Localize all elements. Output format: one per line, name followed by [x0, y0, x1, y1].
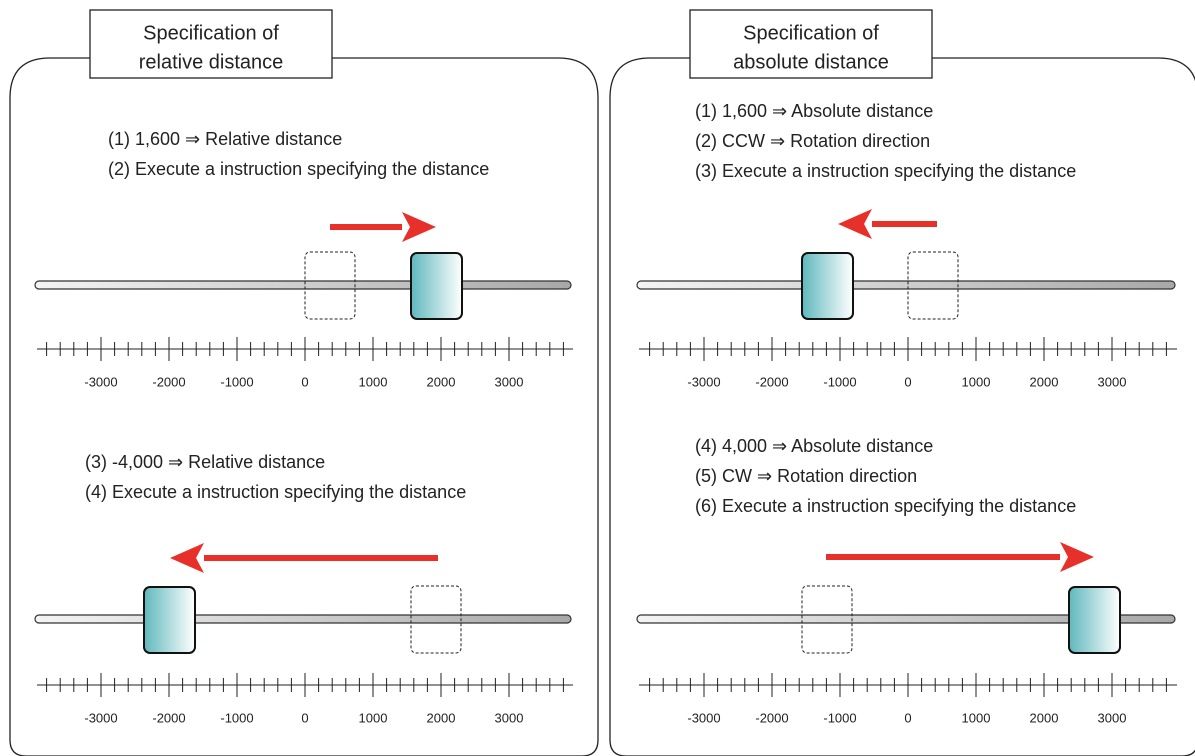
axis-label: -3000: [84, 710, 117, 725]
rail: [34, 614, 572, 624]
axis-label: 2000: [427, 710, 456, 725]
arrow-head: [1060, 542, 1094, 572]
start-position: [801, 585, 853, 654]
step: (4) Execute a instruction specifying the…: [85, 482, 466, 502]
step: (5) CW ⇒ Rotation direction: [695, 466, 917, 486]
axis-label: -1000: [220, 374, 253, 389]
slider-knob: [801, 252, 854, 320]
arrow-head: [838, 209, 872, 239]
axis-label: 0: [301, 710, 308, 725]
slider-knob: [143, 586, 196, 654]
panel-title: absolute distance: [733, 51, 889, 73]
rail: [636, 280, 1176, 290]
axis-label: 0: [301, 374, 308, 389]
axis-label: 1000: [359, 374, 388, 389]
axis-label: 0: [904, 374, 911, 389]
axis-label: -2000: [755, 374, 788, 389]
rail: [636, 614, 1176, 624]
axis-label: 1000: [962, 374, 991, 389]
axis-label: -1000: [823, 710, 856, 725]
axis-label: -2000: [152, 710, 185, 725]
slider-knob: [410, 252, 463, 320]
arrow-head: [170, 543, 204, 573]
axis-label: 3000: [495, 710, 524, 725]
panel-title: Specification of: [143, 22, 279, 44]
step: (1) 1,600 ⇒ Relative distance: [108, 129, 342, 149]
panel-frame: [9, 57, 599, 756]
panel-title: Specification of: [743, 22, 879, 44]
step: (2) CCW ⇒ Rotation direction: [695, 131, 930, 151]
axis-label: 2000: [427, 374, 456, 389]
axis-label: 3000: [495, 374, 524, 389]
start-position: [907, 251, 959, 320]
axis-label: 2000: [1030, 374, 1059, 389]
axis-label: 0: [904, 710, 911, 725]
arrow-head: [402, 212, 436, 242]
step: (3) -4,000 ⇒ Relative distance: [85, 452, 325, 472]
start-position: [304, 251, 356, 320]
axis-label: -3000: [687, 710, 720, 725]
panel-title: relative distance: [139, 51, 284, 73]
panel-frame: [609, 57, 1195, 756]
title-box: [89, 9, 333, 79]
rail: [34, 280, 572, 290]
step: (4) 4,000 ⇒ Absolute distance: [695, 436, 933, 456]
slider-knob: [1068, 586, 1121, 654]
title-box: [689, 9, 933, 79]
axis-label: -2000: [755, 710, 788, 725]
axis-label: -1000: [823, 374, 856, 389]
axis-label: 2000: [1030, 710, 1059, 725]
axis-label: -3000: [687, 374, 720, 389]
axis-label: 3000: [1098, 374, 1127, 389]
axis-label: 1000: [962, 710, 991, 725]
axis-label: -2000: [152, 374, 185, 389]
axis-label: 1000: [359, 710, 388, 725]
axis-label: -3000: [84, 374, 117, 389]
step: (1) 1,600 ⇒ Absolute distance: [695, 101, 933, 121]
step: (6) Execute a instruction specifying the…: [695, 496, 1076, 516]
step: (3) Execute a instruction specifying the…: [695, 161, 1076, 181]
start-position: [410, 585, 462, 654]
axis-label: 3000: [1098, 710, 1127, 725]
axis-label: -1000: [220, 710, 253, 725]
step: (2) Execute a instruction specifying the…: [108, 159, 489, 179]
